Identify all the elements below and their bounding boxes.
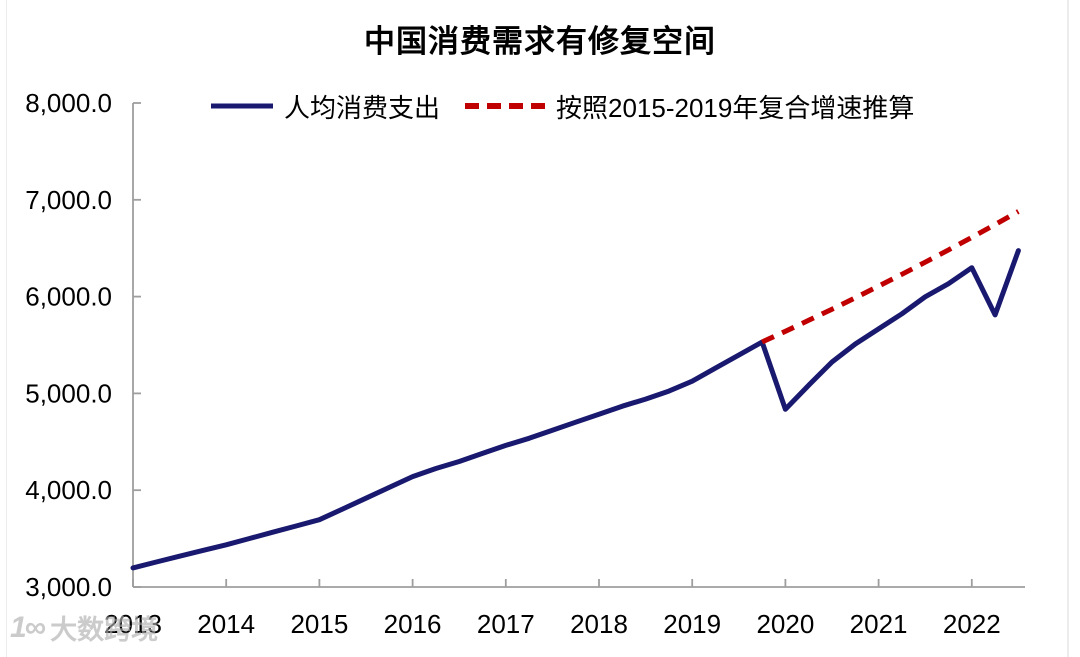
x-tick-label: 2022 bbox=[943, 609, 1001, 639]
y-tick-label: 5,000.0 bbox=[25, 378, 112, 408]
chart-legend: 人均消费支出 按照2015-2019年复合增速推算 bbox=[210, 88, 914, 124]
x-tick-label: 2016 bbox=[384, 609, 442, 639]
x-tick-label: 2020 bbox=[756, 609, 814, 639]
x-tick-label: 2021 bbox=[850, 609, 908, 639]
legend-solid-line-swatch bbox=[211, 103, 273, 109]
y-tick-label: 7,000.0 bbox=[25, 185, 112, 215]
y-tick-label: 4,000.0 bbox=[25, 475, 112, 505]
y-tick-label: 3,000.0 bbox=[25, 572, 112, 602]
x-tick-label: 2015 bbox=[290, 609, 348, 639]
watermark-text: 大数跨境 bbox=[50, 615, 159, 645]
x-tick-label: 2019 bbox=[663, 609, 721, 639]
x-tick-label: 2018 bbox=[570, 609, 628, 639]
dashukuajing-watermark: 1∞ 大数跨境 bbox=[10, 608, 158, 647]
x-tick-label: 2017 bbox=[477, 609, 535, 639]
watermark-logo-icon: 1∞ bbox=[10, 610, 46, 644]
card-left-edge bbox=[6, 0, 7, 657]
y-tick-label: 8,000.0 bbox=[25, 88, 112, 118]
x-tick-label: 2013 bbox=[104, 609, 162, 639]
x-tick-label: 2014 bbox=[197, 609, 255, 639]
series-projection-line bbox=[761, 209, 1020, 345]
series-actual-line bbox=[130, 248, 1021, 571]
legend-label-projection: 按照2015-2019年复合增速推算 bbox=[556, 92, 915, 123]
chart-title: 中国消费需求有修复空间 bbox=[364, 24, 716, 59]
legend-label-actual: 人均消费支出 bbox=[284, 92, 441, 123]
y-tick-label: 6,000.0 bbox=[25, 282, 112, 312]
legend-dashed-line-swatch bbox=[465, 103, 546, 109]
card-right-edge bbox=[1067, 0, 1069, 657]
